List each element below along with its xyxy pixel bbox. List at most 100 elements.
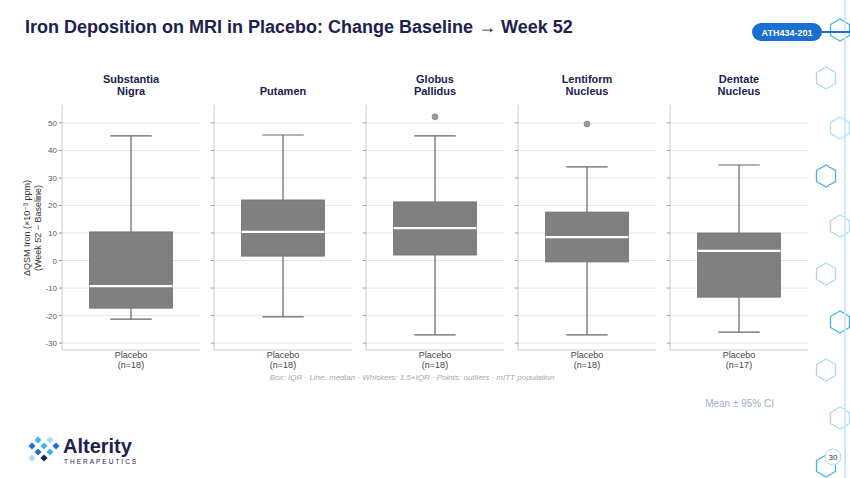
y-tick [363, 233, 366, 234]
whisker-upper [282, 135, 283, 200]
y-tick [515, 315, 518, 316]
panel-title: GlobusPallidus [414, 73, 456, 97]
decoration [817, 0, 850, 478]
y-tick [667, 288, 670, 289]
median-line [242, 231, 325, 233]
text-line: (n=18) [574, 360, 600, 370]
text-line: (n=18) [118, 360, 144, 370]
hexagon [817, 67, 836, 89]
y-tick [515, 177, 518, 178]
box-iqr [546, 212, 629, 262]
y-tick-label: 40 [48, 146, 57, 155]
y-tick [59, 205, 62, 206]
marks [90, 136, 173, 319]
y-tick-label: -10 [45, 284, 57, 293]
grid-line [518, 343, 656, 344]
grid-line [366, 122, 504, 123]
y-tick [59, 177, 62, 178]
y-tick [59, 150, 62, 151]
panel: -30-20-1001020304050ΔQSM Iron (×10⁻³ ppm… [22, 73, 200, 370]
y-tick-label: 10 [48, 229, 57, 238]
text-line: Dentate [719, 73, 759, 85]
y-tick-label: 20 [48, 201, 57, 210]
y-axis-title: ΔQSM Iron (×10⁻³ ppm)(Week 52 − Baseline… [22, 180, 43, 276]
grid-line [366, 343, 504, 344]
y-tick [211, 150, 214, 151]
y-tick [59, 260, 62, 261]
grid-line [670, 150, 808, 151]
logo-dot [28, 442, 35, 449]
hexagon [831, 215, 850, 237]
y-tick [667, 343, 670, 344]
y-tick [59, 122, 62, 123]
text-line: (n=18) [270, 360, 296, 370]
grid-line [62, 122, 200, 123]
median-line [394, 227, 477, 229]
y-tick [515, 260, 518, 261]
whisker-lower [434, 255, 435, 335]
panel-title: LentiformNucleus [562, 73, 613, 97]
whisker-cap-upper [414, 135, 455, 136]
box-iqr [698, 233, 781, 297]
logo-text: Alterity [63, 435, 133, 457]
marks [698, 165, 781, 332]
background [0, 0, 850, 478]
text-line: Placebo [723, 350, 756, 360]
marks [242, 135, 325, 317]
outlier [432, 114, 438, 120]
panel: LentiformNucleus Placebo(n=18) [515, 73, 656, 370]
y-tick [667, 122, 670, 123]
text-line: (Week 52 − Baseline) [33, 185, 43, 271]
y-tick [211, 260, 214, 261]
y-tick [59, 288, 62, 289]
whisker-cap-lower [566, 334, 607, 335]
corner-note: Mean ± 95% CI [705, 398, 774, 409]
badge: ATH434-201 [752, 23, 850, 41]
y-tick [667, 150, 670, 151]
whisker-upper [738, 165, 739, 233]
logo-dot [34, 436, 41, 443]
marks [394, 114, 477, 335]
text-line: Substantia [103, 73, 160, 85]
y-tick [363, 315, 366, 316]
text-line: Pallidus [414, 85, 456, 97]
hexagon [831, 311, 850, 333]
grid-line [214, 343, 352, 344]
whisker-lower [130, 308, 131, 319]
y-tick [667, 205, 670, 206]
x-tick-label: Placebo(n=18) [571, 350, 604, 370]
hexagon [831, 407, 850, 429]
y-tick-label: -30 [45, 339, 57, 348]
whisker-cap-upper [718, 164, 759, 165]
median-line [90, 285, 173, 287]
slide: Iron Deposition on MRI in Placebo: Chang… [0, 0, 850, 478]
deco-line [844, 0, 846, 478]
y-tick [211, 343, 214, 344]
logo-dot [40, 442, 47, 449]
text-line: Placebo [267, 350, 300, 360]
logo-dot [40, 454, 47, 461]
x-tick-label: Placebo(n=17) [723, 350, 756, 370]
text-line: Putamen [260, 85, 307, 97]
title: Iron Deposition on MRI in Placebo: Chang… [25, 17, 573, 37]
panel-title: SubstantiaNigra [103, 73, 160, 97]
text-line: Globus [416, 73, 454, 85]
y-tick-label: 50 [48, 119, 57, 128]
hexagon [831, 117, 850, 139]
y-tick [363, 288, 366, 289]
y-tick [59, 343, 62, 344]
y-tick [211, 315, 214, 316]
grid-line [670, 122, 808, 123]
logo-dot [34, 448, 41, 455]
text-line: Lentiform [562, 73, 613, 85]
y-tick [667, 260, 670, 261]
grid-line [214, 122, 352, 123]
whisker-upper [434, 136, 435, 202]
y-axis-line [214, 105, 215, 350]
whisker-upper [586, 167, 587, 212]
median-line [698, 250, 781, 252]
y-tick [363, 150, 366, 151]
text-line: Placebo [115, 350, 148, 360]
whisker-cap-upper [566, 166, 607, 167]
x-tick-label: Placebo(n=18) [115, 350, 148, 370]
